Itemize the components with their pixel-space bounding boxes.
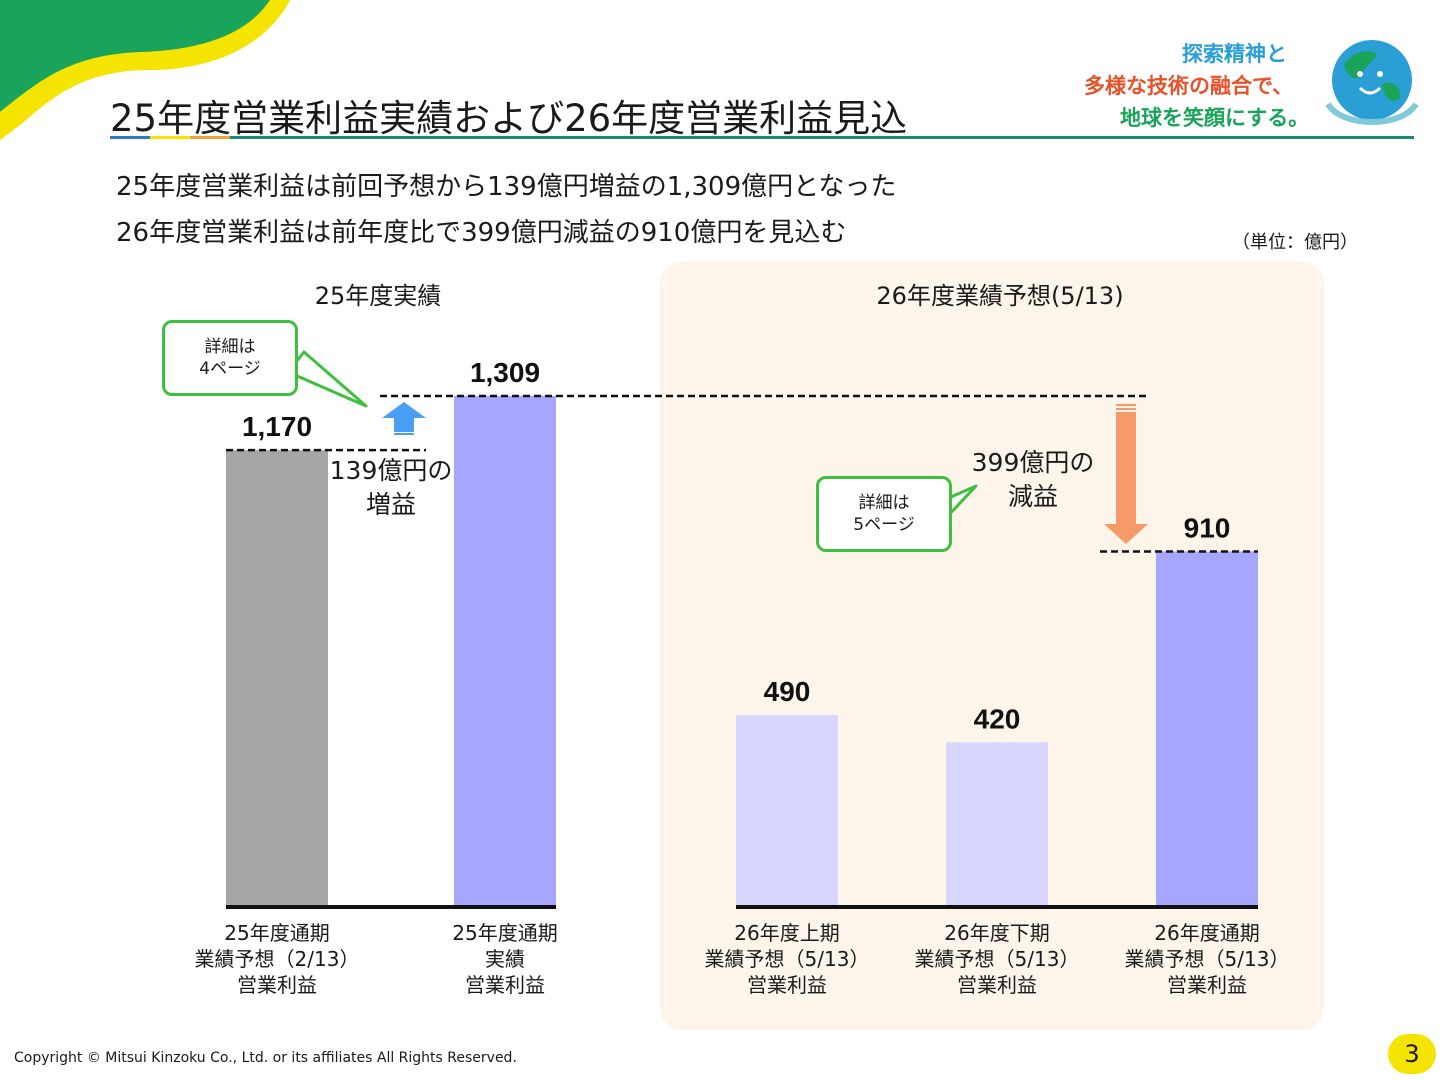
bar-4 xyxy=(946,742,1048,906)
unit-label: （単位：億円） xyxy=(1232,232,1358,253)
title-accent-yellow xyxy=(150,136,190,139)
tagline-line-2: 多様な技術の融合で、 xyxy=(1084,74,1294,98)
globe-logo-icon xyxy=(1325,40,1419,125)
category-label-2: 25年度通期 実績 営業利益 xyxy=(405,920,605,998)
category-label-4-line-3: 営業利益 xyxy=(957,973,1037,997)
callout-right-line-1: 詳細は xyxy=(858,493,910,513)
subtitle-2: 26年度営業利益は前年度比で399億円減益の910億円を見込む xyxy=(116,218,847,248)
category-label-2-line-2: 実績 xyxy=(485,947,525,971)
bar-5 xyxy=(1156,551,1258,906)
category-label-4: 26年度下期 業績予想（5/13） 営業利益 xyxy=(897,920,1097,998)
callout-left-tail xyxy=(286,350,368,408)
category-label-4-line-2: 業績予想（5/13） xyxy=(914,947,1080,971)
increase-annotation: 139億円の 増益 xyxy=(326,454,456,522)
increase-arrow-icon xyxy=(382,402,426,435)
category-label-3-line-1: 26年度上期 xyxy=(734,921,840,945)
callout-detail-page-4: 詳細は 4ページ xyxy=(162,320,298,396)
value-label-4: 420 xyxy=(974,703,1021,734)
subtitle-1: 25年度営業利益は前回予想から139億円増益の1,309億円となった xyxy=(116,172,897,202)
page-title: 25年度営業利益実績および26年度営業利益見込 xyxy=(110,97,908,140)
category-label-5-line-3: 営業利益 xyxy=(1167,973,1247,997)
decrease-annotation-line-1: 399億円の xyxy=(971,448,1095,477)
category-label-5-line-2: 業績予想（5/13） xyxy=(1124,947,1290,971)
bar-3 xyxy=(736,715,838,906)
tagline-line-3: 地球を笑顔にする。 xyxy=(1120,106,1310,130)
category-label-1-line-1: 25年度通期 xyxy=(224,921,330,945)
decrease-annotation-line-2: 減益 xyxy=(1007,482,1058,511)
corner-decoration xyxy=(0,0,290,140)
category-label-3: 26年度上期 業績予想（5/13） 営業利益 xyxy=(687,920,887,998)
bar-2 xyxy=(454,396,556,906)
page-number-badge: 3 xyxy=(1388,1034,1436,1074)
category-label-3-line-3: 営業利益 xyxy=(747,973,827,997)
section-title-actual: 25年度実績 xyxy=(314,282,442,310)
value-label-2: 1,309 xyxy=(470,357,540,388)
decrease-arrow-icon xyxy=(1104,404,1148,544)
category-label-2-line-1: 25年度通期 xyxy=(452,921,558,945)
value-label-1: 1,170 xyxy=(242,411,312,442)
decrease-annotation: 399億円の 減益 xyxy=(966,446,1100,514)
callout-left-line-1: 詳細は xyxy=(204,337,256,357)
title-underline xyxy=(110,136,1414,139)
category-label-1: 25年度通期 業績予想（2/13） 営業利益 xyxy=(177,920,377,998)
increase-annotation-line-1: 139億円の xyxy=(329,456,453,485)
value-label-3: 490 xyxy=(764,676,811,707)
section-title-forecast: 26年度業績予想(5/13) xyxy=(876,282,1124,310)
title-accent-orange xyxy=(190,136,230,139)
callout-left-line-2: 4ページ xyxy=(199,359,261,379)
tagline-line-1: 探索精神と xyxy=(1182,42,1287,66)
increase-annotation-line-2: 増益 xyxy=(365,490,416,519)
copyright-text: Copyright © Mitsui Kinzoku Co., Ltd. or … xyxy=(14,1050,517,1066)
category-label-1-line-2: 業績予想（2/13） xyxy=(194,947,360,971)
category-label-3-line-2: 業績予想（5/13） xyxy=(704,947,870,971)
category-label-5: 26年度通期 業績予想（5/13） 営業利益 xyxy=(1107,920,1307,998)
value-label-5: 910 xyxy=(1184,512,1231,543)
callout-detail-page-5: 詳細は 5ページ xyxy=(816,476,952,552)
category-label-5-line-1: 26年度通期 xyxy=(1154,921,1260,945)
bar-1 xyxy=(226,450,328,906)
title-accent-blue xyxy=(110,136,150,139)
callout-right-line-2: 5ページ xyxy=(853,515,915,535)
category-label-2-line-3: 営業利益 xyxy=(465,973,545,997)
category-label-4-line-1: 26年度下期 xyxy=(944,921,1050,945)
category-label-1-line-3: 営業利益 xyxy=(237,973,317,997)
